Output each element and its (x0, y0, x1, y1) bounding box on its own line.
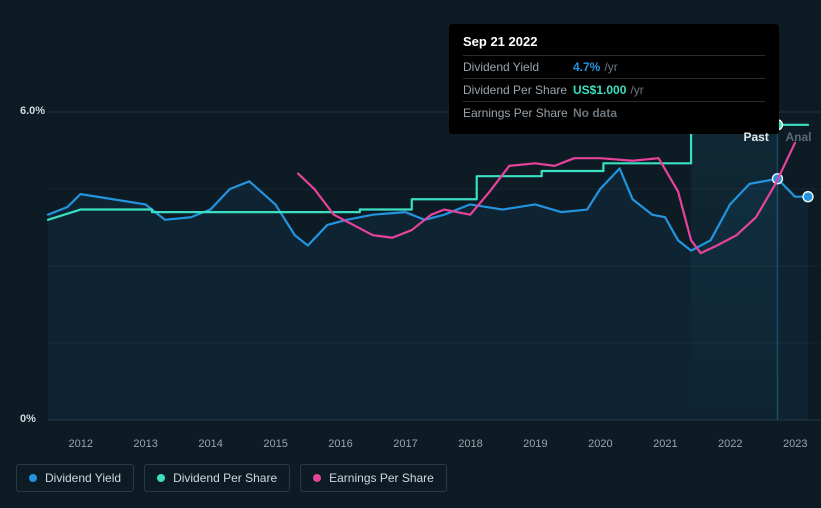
tooltip-unit: /yr (604, 60, 617, 74)
legend-label: Earnings Per Share (329, 471, 434, 485)
tooltip-value: 4.7% (573, 60, 600, 74)
x-tick-label: 2012 (68, 438, 92, 450)
tooltip-date: Sep 21 2022 (463, 34, 765, 49)
x-tick-label: 2017 (393, 438, 417, 450)
analyst-label: Anal (785, 130, 811, 144)
tooltip-value: No data (573, 106, 617, 120)
x-tick-label: 2023 (783, 438, 807, 450)
x-tick-label: 2021 (653, 438, 677, 450)
tooltip-unit: /yr (630, 83, 643, 97)
legend-label: Dividend Yield (45, 471, 121, 485)
x-tick-label: 2018 (458, 438, 482, 450)
legend-item-dividend_yield[interactable]: Dividend Yield (16, 464, 134, 492)
tooltip-row: Earnings Per ShareNo data (463, 101, 765, 124)
tooltip-row: Dividend Yield4.7% /yr (463, 55, 765, 78)
y-tick-label: 0% (20, 413, 36, 425)
legend-dot-icon (157, 474, 165, 482)
x-tick-label: 2019 (523, 438, 547, 450)
y-tick-label: 6.0% (20, 105, 45, 117)
chart-tooltip: Sep 21 2022 Dividend Yield4.7%/yrDividen… (449, 24, 779, 134)
x-tick-label: 2022 (718, 438, 742, 450)
x-tick-label: 2016 (328, 438, 352, 450)
tooltip-value: US$1.000 (573, 83, 626, 97)
dividend-history-chart: Sep 21 2022 Dividend Yield4.7%/yrDividen… (0, 0, 821, 508)
legend-dot-icon (29, 474, 37, 482)
tooltip-row: Dividend Per ShareUS$1.000/yr (463, 78, 765, 101)
x-tick-label: 2014 (198, 438, 222, 450)
x-tick-label: 2020 (588, 438, 612, 450)
x-tick-label: 2015 (263, 438, 287, 450)
tooltip-key: Dividend Per Share (463, 83, 573, 97)
legend-label: Dividend Per Share (173, 471, 277, 485)
chart-legend: Dividend Yield Dividend Per Share Earnings… (16, 464, 447, 492)
legend-dot-icon (313, 474, 321, 482)
tooltip-key: Dividend Yield (463, 60, 573, 74)
legend-item-dividend_per_share[interactable]: Dividend Per Share (144, 464, 290, 492)
x-tick-label: 2013 (133, 438, 157, 450)
past-label: Past (743, 130, 768, 144)
legend-item-earnings_per_share[interactable]: Earnings Per Share (300, 464, 447, 492)
tooltip-key: Earnings Per Share (463, 106, 573, 120)
